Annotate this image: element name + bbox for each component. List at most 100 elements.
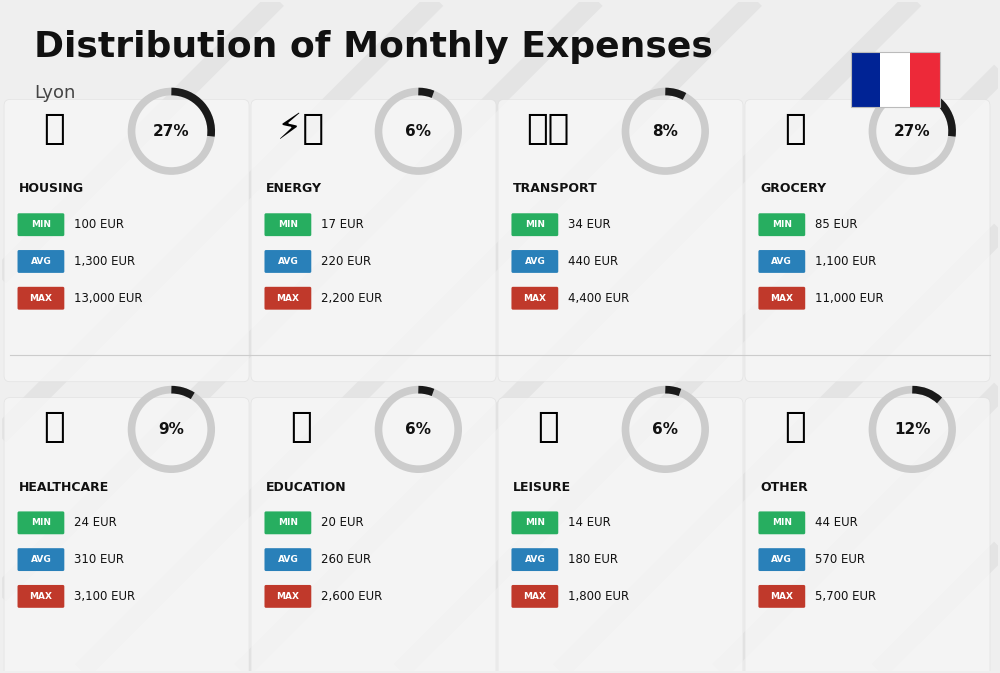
Text: GROCERY: GROCERY	[760, 182, 826, 195]
Text: AVG: AVG	[278, 555, 298, 564]
Text: ENERGY: ENERGY	[266, 182, 322, 195]
FancyBboxPatch shape	[264, 287, 311, 310]
Text: HEALTHCARE: HEALTHCARE	[19, 481, 109, 493]
FancyBboxPatch shape	[498, 100, 743, 382]
Text: MIN: MIN	[772, 220, 792, 229]
Text: MIN: MIN	[772, 518, 792, 528]
FancyBboxPatch shape	[758, 548, 805, 571]
Text: TRANSPORT: TRANSPORT	[513, 182, 598, 195]
Text: 6%: 6%	[405, 422, 431, 437]
FancyBboxPatch shape	[511, 548, 558, 571]
FancyBboxPatch shape	[4, 100, 249, 382]
FancyBboxPatch shape	[758, 250, 805, 273]
Text: 💰: 💰	[784, 411, 806, 444]
Text: 17 EUR: 17 EUR	[321, 218, 363, 232]
FancyBboxPatch shape	[511, 213, 558, 236]
Text: 440 EUR: 440 EUR	[568, 255, 618, 268]
Text: 2,200 EUR: 2,200 EUR	[321, 291, 382, 305]
Text: 34 EUR: 34 EUR	[568, 218, 610, 232]
Text: AVG: AVG	[31, 257, 51, 266]
Text: MAX: MAX	[770, 592, 793, 601]
Text: MIN: MIN	[31, 220, 51, 229]
FancyBboxPatch shape	[880, 52, 910, 108]
Text: 27%: 27%	[153, 124, 190, 139]
Text: 4,400 EUR: 4,400 EUR	[568, 291, 629, 305]
Text: 14 EUR: 14 EUR	[568, 516, 610, 530]
Text: MAX: MAX	[276, 592, 299, 601]
FancyBboxPatch shape	[498, 398, 743, 673]
Text: 570 EUR: 570 EUR	[815, 553, 865, 566]
Text: MAX: MAX	[770, 293, 793, 303]
FancyBboxPatch shape	[18, 250, 64, 273]
FancyBboxPatch shape	[18, 548, 64, 571]
Text: 🚌🚗: 🚌🚗	[526, 112, 569, 146]
FancyBboxPatch shape	[758, 511, 805, 534]
Text: AVG: AVG	[278, 257, 298, 266]
Text: MAX: MAX	[523, 592, 546, 601]
Text: AVG: AVG	[771, 555, 792, 564]
Text: MIN: MIN	[31, 518, 51, 528]
Text: 12%: 12%	[894, 422, 931, 437]
Text: 100 EUR: 100 EUR	[74, 218, 124, 232]
FancyBboxPatch shape	[251, 398, 496, 673]
Text: 310 EUR: 310 EUR	[74, 553, 124, 566]
FancyBboxPatch shape	[264, 250, 311, 273]
Text: MAX: MAX	[29, 592, 52, 601]
FancyBboxPatch shape	[745, 100, 990, 382]
Text: 9%: 9%	[158, 422, 184, 437]
Text: MIN: MIN	[278, 220, 298, 229]
FancyBboxPatch shape	[4, 398, 249, 673]
Text: 180 EUR: 180 EUR	[568, 553, 618, 566]
Text: 220 EUR: 220 EUR	[321, 255, 371, 268]
Text: 27%: 27%	[894, 124, 931, 139]
Text: MAX: MAX	[29, 293, 52, 303]
FancyBboxPatch shape	[758, 213, 805, 236]
Text: HOUSING: HOUSING	[19, 182, 84, 195]
Text: 🛍: 🛍	[537, 411, 559, 444]
FancyBboxPatch shape	[511, 585, 558, 608]
FancyBboxPatch shape	[511, 287, 558, 310]
Text: 13,000 EUR: 13,000 EUR	[74, 291, 142, 305]
FancyBboxPatch shape	[758, 287, 805, 310]
FancyBboxPatch shape	[745, 398, 990, 673]
Text: EDUCATION: EDUCATION	[266, 481, 347, 493]
FancyBboxPatch shape	[264, 213, 311, 236]
Text: Distribution of Monthly Expenses: Distribution of Monthly Expenses	[34, 30, 713, 64]
Text: 6%: 6%	[652, 422, 678, 437]
Text: 3,100 EUR: 3,100 EUR	[74, 590, 135, 603]
Text: 🛒: 🛒	[784, 112, 806, 146]
Text: AVG: AVG	[524, 257, 545, 266]
Text: 6%: 6%	[405, 124, 431, 139]
Text: LEISURE: LEISURE	[513, 481, 571, 493]
Text: 🎓: 🎓	[290, 411, 312, 444]
Text: 1,300 EUR: 1,300 EUR	[74, 255, 135, 268]
Text: 2,600 EUR: 2,600 EUR	[321, 590, 382, 603]
Text: 11,000 EUR: 11,000 EUR	[815, 291, 883, 305]
Text: 85 EUR: 85 EUR	[815, 218, 857, 232]
Text: MIN: MIN	[525, 518, 545, 528]
FancyBboxPatch shape	[18, 213, 64, 236]
Text: MAX: MAX	[276, 293, 299, 303]
FancyBboxPatch shape	[264, 548, 311, 571]
Text: MAX: MAX	[523, 293, 546, 303]
Text: 1,100 EUR: 1,100 EUR	[815, 255, 876, 268]
Text: OTHER: OTHER	[760, 481, 808, 493]
FancyBboxPatch shape	[264, 585, 311, 608]
FancyBboxPatch shape	[251, 100, 496, 382]
Text: 🏢: 🏢	[43, 112, 65, 146]
Text: Lyon: Lyon	[34, 83, 75, 102]
Text: 44 EUR: 44 EUR	[815, 516, 857, 530]
FancyBboxPatch shape	[18, 511, 64, 534]
FancyBboxPatch shape	[18, 287, 64, 310]
FancyBboxPatch shape	[511, 250, 558, 273]
FancyBboxPatch shape	[851, 52, 880, 108]
Text: ⚡🏠: ⚡🏠	[277, 112, 324, 146]
Text: 8%: 8%	[652, 124, 678, 139]
Text: AVG: AVG	[524, 555, 545, 564]
FancyBboxPatch shape	[758, 585, 805, 608]
Text: 260 EUR: 260 EUR	[321, 553, 371, 566]
FancyBboxPatch shape	[511, 511, 558, 534]
Text: MIN: MIN	[525, 220, 545, 229]
Text: AVG: AVG	[31, 555, 51, 564]
FancyBboxPatch shape	[264, 511, 311, 534]
